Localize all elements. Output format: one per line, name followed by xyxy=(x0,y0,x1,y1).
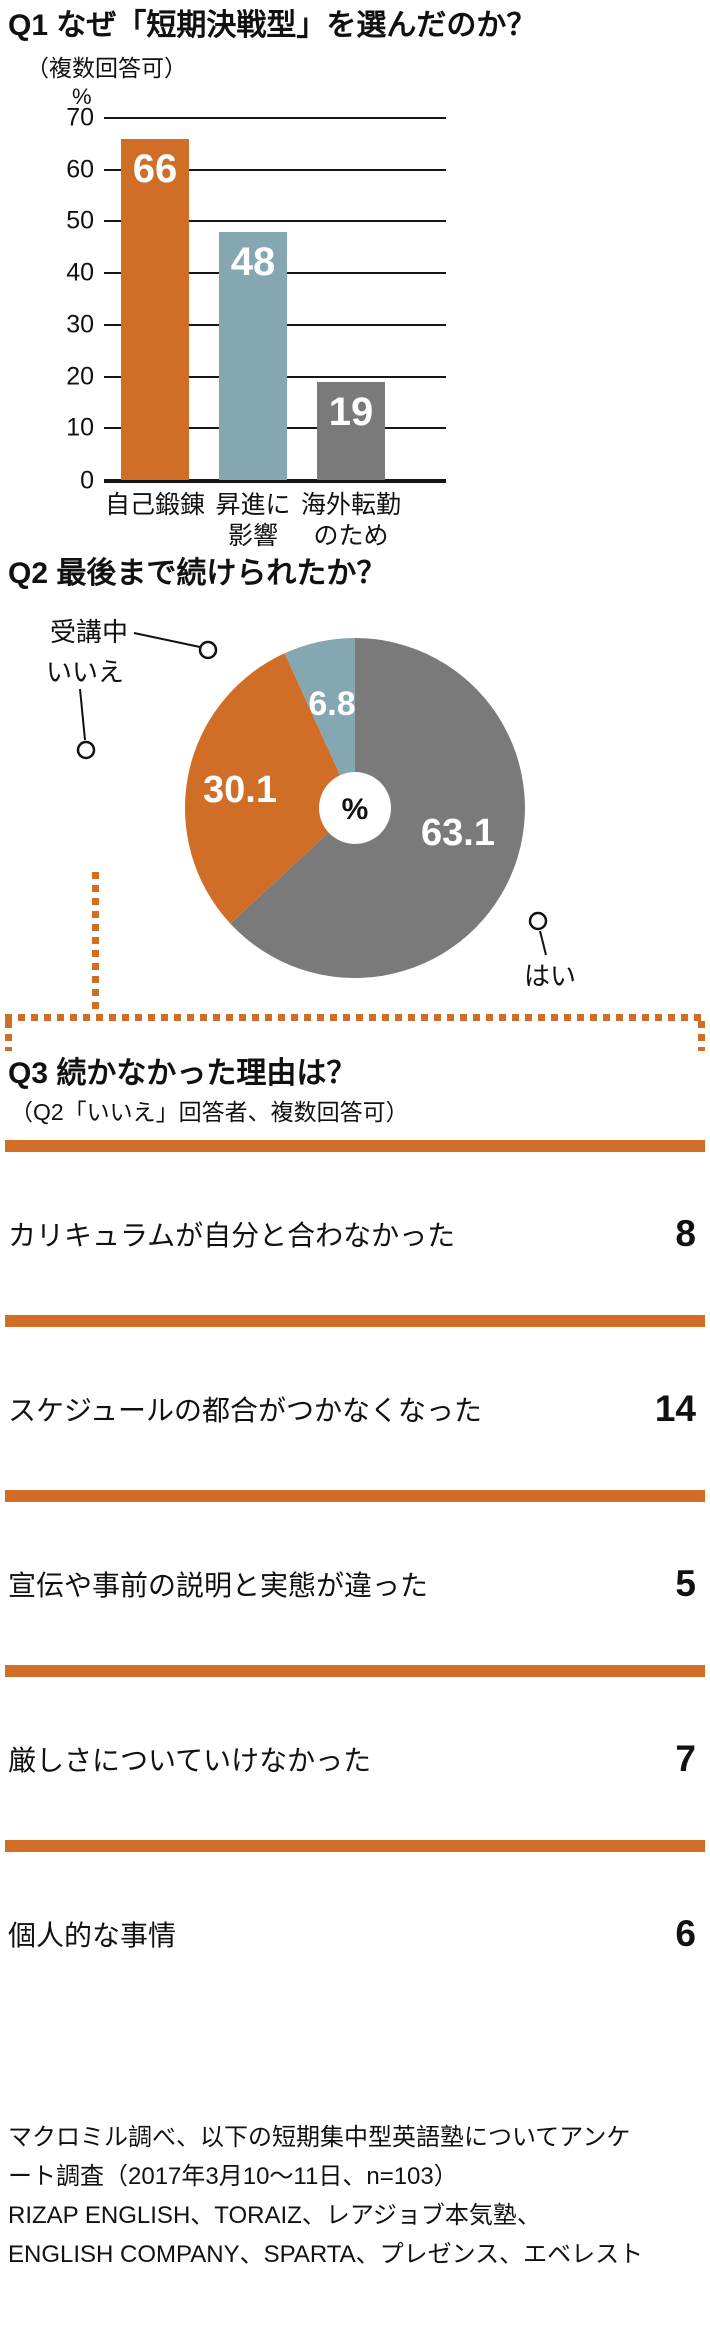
pie-label-yes: はい xyxy=(524,961,576,991)
source-note-line: マクロミル調べ、以下の短期集中型英語塾についてアンケ xyxy=(8,2124,631,2151)
dotted-stem-line xyxy=(92,872,99,1014)
bar-value-label: 19 xyxy=(328,389,374,434)
leader-dot-in-progress xyxy=(198,640,218,660)
q3-reasons-list: カリキュラムが自分と合わなかった 8 スケジュールの都合がつかなくなった 14 … xyxy=(0,1140,710,2015)
divider-bar xyxy=(5,1315,705,1327)
x-label-line1: 海外転勤 xyxy=(300,491,401,519)
leader-line-in-progress xyxy=(133,632,201,648)
pie-value-in-progress: 6.8 xyxy=(308,685,355,723)
list-item: スケジュールの都合がつかなくなった 14 xyxy=(0,1327,710,1490)
leader-dot-no xyxy=(76,740,96,760)
dotted-tick-right xyxy=(698,1021,705,1051)
q1-bar-chart: 70 60 50 40 30 20 10 0 66 48 19 xyxy=(66,105,446,493)
pie-label-in-progress: 受講中 xyxy=(50,617,128,647)
leader-line-no xyxy=(79,688,86,741)
x-label-line2: のため xyxy=(313,522,389,550)
leader-line-yes xyxy=(539,930,547,956)
list-item: カリキュラムが自分と合わなかった 8 xyxy=(0,1152,710,1315)
pie-value-yes: 63.1 xyxy=(421,812,495,854)
reason-label: 個人的な事情 xyxy=(8,1919,177,1951)
x-axis-label-overseas: 海外転勤 のため xyxy=(281,490,421,552)
reason-count: 6 xyxy=(675,1912,696,1954)
reason-count: 14 xyxy=(654,1387,696,1429)
divider-bar xyxy=(5,1665,705,1677)
reason-count: 7 xyxy=(675,1737,696,1779)
dotted-tick-left xyxy=(5,1021,12,1051)
y-tick-label: 30 xyxy=(66,310,94,339)
pie-slice-in-progress xyxy=(284,638,355,808)
x-label-line2: 影響 xyxy=(227,522,278,550)
bar-promotion-impact: 48 xyxy=(219,231,287,480)
q3-subtitle: （Q2「いいえ」回答者、複数回答可） xyxy=(10,1099,409,1125)
reason-count: 8 xyxy=(675,1212,696,1254)
list-item: 個人的な事情 6 xyxy=(0,1852,710,2015)
pie-center-unit: % xyxy=(342,793,369,826)
x-label-line1: 昇進に xyxy=(215,491,291,519)
reason-count: 5 xyxy=(675,1562,696,1604)
y-tick-label: 70 xyxy=(66,103,94,132)
q1-title: Q1 なぜ「短期決戦型」を選んだのか？ xyxy=(8,9,537,42)
q2-pie-chart: % 63.1 30.1 6.8 受講中 いいえ はい xyxy=(46,617,576,991)
x-axis-baseline: 0 xyxy=(80,468,446,493)
q1-y-axis-unit: % xyxy=(72,84,92,109)
source-note-line: ENGLISH COMPANY、SPARTA、プレゼンス、エベレスト xyxy=(8,2241,644,2268)
q3-title: Q3 続かなかった理由は？ xyxy=(8,1057,357,1090)
source-note: マクロミル調べ、以下の短期集中型英語塾についてアンケ ート調査（2017年3月1… xyxy=(8,2118,702,2274)
divider-bar xyxy=(5,1490,705,1502)
pie-value-no: 30.1 xyxy=(203,769,277,811)
source-note-line: ート調査（2017年3月10～11日、n=103） xyxy=(8,2163,458,2190)
leader-dot-yes xyxy=(528,911,548,931)
reason-label: カリキュラムが自分と合わなかった xyxy=(8,1219,456,1251)
q1-subtitle: （複数回答可） xyxy=(26,55,187,81)
bar-overseas-transfer: 19 xyxy=(317,381,385,480)
dotted-horizontal-line xyxy=(5,1014,705,1021)
gridline-70: 70 xyxy=(66,105,446,130)
divider-bar xyxy=(5,1840,705,1852)
pie-slice-no xyxy=(184,653,355,924)
pie-center-hole xyxy=(319,772,391,844)
q2-title: Q2 最後まで続けられたか？ xyxy=(8,557,387,590)
reason-label: 厳しさについていけなかった xyxy=(8,1744,372,1776)
bar-value-label: 66 xyxy=(132,146,178,191)
y-tick-label: 60 xyxy=(66,155,94,184)
reason-label: 宣伝や事前の説明と実態が違った xyxy=(8,1569,429,1601)
bar-self-discipline: 66 xyxy=(121,138,189,480)
y-tick-label: 50 xyxy=(66,206,94,235)
y-tick-label: 40 xyxy=(66,258,94,287)
x-axis-label-promotion: 昇進に 影響 xyxy=(183,490,323,552)
x-label-line1: 自己鍛錬 xyxy=(104,491,205,519)
source-note-line: RIZAP ENGLISH、TORAIZ、レアジョブ本気塾、 xyxy=(8,2202,541,2229)
gridline-50: 50 xyxy=(66,208,446,233)
y-tick-label: 10 xyxy=(66,413,94,442)
list-item: 宣伝や事前の説明と実態が違った 5 xyxy=(0,1502,710,1665)
gridline-60: 60 xyxy=(66,157,446,182)
pie-label-no: いいえ xyxy=(46,657,124,687)
x-axis-label-self-discipline: 自己鍛錬 xyxy=(85,490,225,521)
list-item: 厳しさについていけなかった 7 xyxy=(0,1677,710,1840)
bar-value-label: 48 xyxy=(230,239,276,284)
y-tick-label: 0 xyxy=(80,466,94,495)
reason-label: スケジュールの都合がつかなくなった xyxy=(8,1394,483,1426)
y-tick-label: 20 xyxy=(66,362,94,391)
divider-bar xyxy=(5,1140,705,1152)
